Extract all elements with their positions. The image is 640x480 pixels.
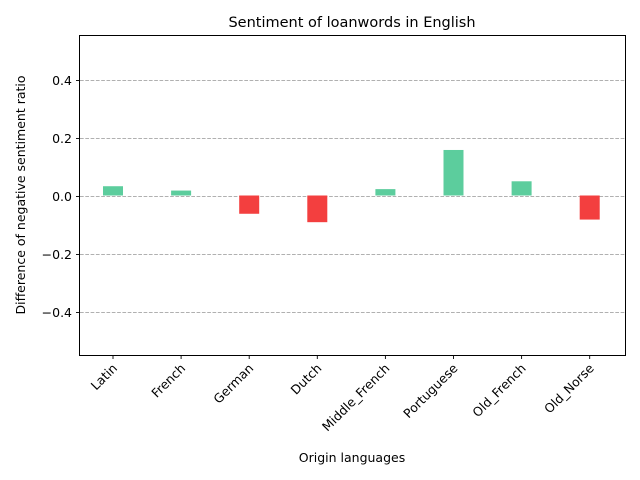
bar-layer [103, 149, 600, 223]
bar-old-norse [579, 195, 600, 220]
chart-title: Sentiment of loanwords in English [228, 15, 475, 31]
x-tick-label: Portuguese [400, 360, 461, 421]
x-tick-label: Middle_French [319, 361, 393, 435]
y-tick-label: −0.2 [42, 247, 72, 262]
y-tick-label: 0.4 [52, 73, 72, 88]
x-tick-label: Old_Norse [541, 360, 597, 416]
x-tick-label: German [210, 361, 256, 407]
bar-old-french [511, 181, 532, 196]
bar-middle-french [375, 189, 396, 196]
grid-layer [80, 80, 625, 313]
plot-frame [79, 35, 626, 356]
x-tick-label: Dutch [287, 361, 324, 398]
y-tick-label: 0.0 [52, 189, 72, 204]
bar-latin [103, 186, 123, 196]
y-axis-label: Difference of negative sentiment ratio [13, 75, 28, 314]
x-tick-label: French [148, 361, 188, 401]
y-tick-label: −0.4 [42, 305, 72, 320]
x-tick-label: Old_French [469, 361, 528, 420]
y-axis: −0.4 −0.2 0.0 0.2 0.4 [42, 73, 80, 320]
bar-portuguese [443, 149, 464, 196]
bar-german [239, 195, 260, 214]
bar-dutch [307, 195, 328, 223]
bar-french [171, 190, 192, 196]
y-tick-label: 0.2 [52, 131, 72, 146]
x-tick-label: Latin [88, 361, 120, 393]
x-axis-label: Origin languages [299, 450, 405, 465]
